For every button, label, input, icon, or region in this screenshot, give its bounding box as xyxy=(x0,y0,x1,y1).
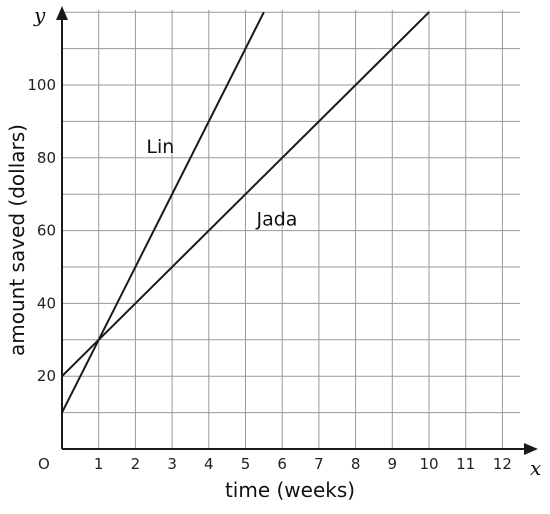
series-labels: Lin Jada xyxy=(146,136,297,231)
x-tick-label: 11 xyxy=(456,455,475,473)
x-tick-label: 9 xyxy=(388,455,398,473)
x-axis-arrow-icon xyxy=(524,443,538,455)
y-tick-label: 20 xyxy=(37,367,56,385)
grid xyxy=(62,10,520,449)
series-label-lin: Lin xyxy=(146,136,174,158)
y-tick-label: 40 xyxy=(37,294,56,312)
y-axis-variable: y xyxy=(33,3,46,27)
y-tick-label: 60 xyxy=(37,222,56,240)
x-tick-label: 3 xyxy=(167,455,177,473)
y-axis-arrow-icon xyxy=(56,6,68,20)
origin-label: O xyxy=(38,455,50,473)
x-tick-label: 5 xyxy=(241,455,251,473)
x-tick-label: 12 xyxy=(493,455,512,473)
x-tick-label: 1 xyxy=(94,455,104,473)
x-tick-label: 8 xyxy=(351,455,361,473)
x-axis-variable: x xyxy=(530,456,541,480)
axes xyxy=(56,6,538,455)
y-axis-title: amount saved (dollars) xyxy=(5,124,29,356)
x-tick-label: 10 xyxy=(419,455,438,473)
x-tick-label: 2 xyxy=(131,455,141,473)
series-label-jada: Jada xyxy=(256,209,298,231)
x-axis-title: time (weeks) xyxy=(225,478,355,502)
series-line-jada xyxy=(61,11,430,377)
series-group xyxy=(61,11,430,414)
x-tick-label: 7 xyxy=(314,455,324,473)
x-tick-label: 4 xyxy=(204,455,214,473)
x-tick-label: 6 xyxy=(277,455,287,473)
series-line-lin xyxy=(61,11,265,414)
y-tick-label: 100 xyxy=(27,76,56,94)
y-tick-label: 80 xyxy=(37,149,56,167)
